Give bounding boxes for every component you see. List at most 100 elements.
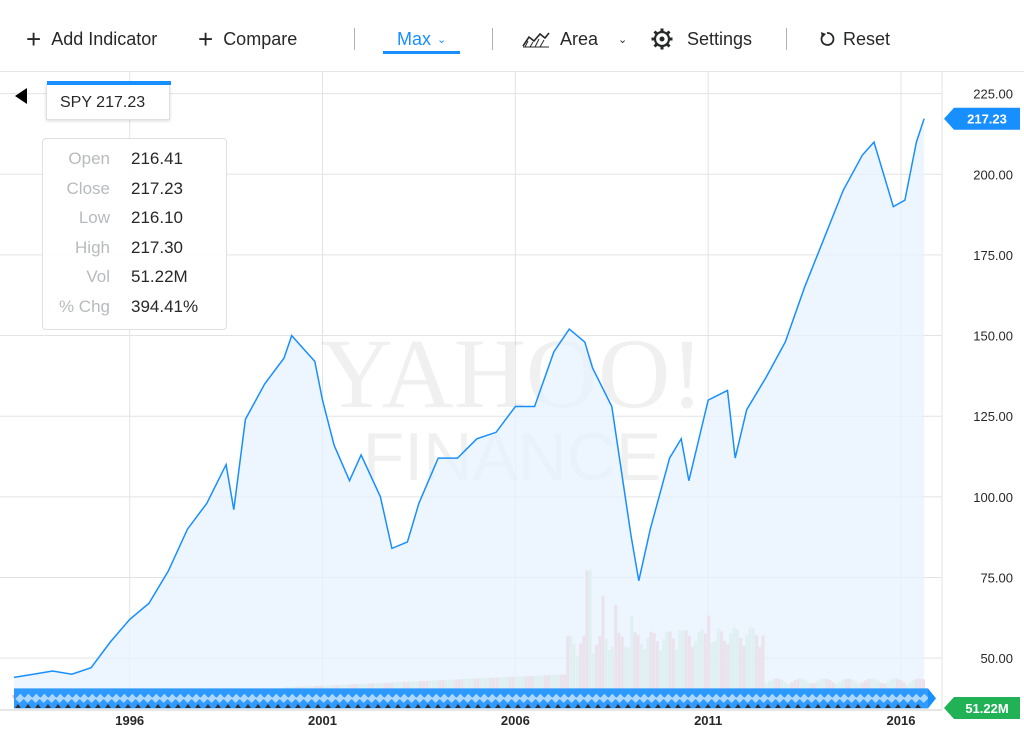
y-tick-label: 125.00 xyxy=(973,409,1013,424)
navigator-tick xyxy=(671,693,681,703)
navigator-marker xyxy=(35,704,41,708)
x-axis: 1996 2001 2006 2011 2016 xyxy=(0,709,942,728)
ohlc-row: Open 216.41 xyxy=(43,149,228,175)
navigator-tick xyxy=(287,693,297,703)
x-tick-label: 2006 xyxy=(501,713,530,728)
navigator-tick xyxy=(431,693,441,703)
navigator-tick xyxy=(751,693,761,703)
navigator-marker xyxy=(815,704,821,708)
navigator-tick xyxy=(815,693,825,703)
navigator-tick xyxy=(727,693,737,703)
navigator-tick xyxy=(79,693,89,703)
navigator-marker xyxy=(315,704,321,708)
navigator-marker xyxy=(135,704,141,708)
navigator-tick xyxy=(39,693,49,703)
navigator-marker xyxy=(435,704,441,708)
ohlc-row: High 217.30 xyxy=(43,238,228,264)
navigator-marker xyxy=(205,704,211,708)
navigator-tick xyxy=(239,693,249,703)
navigator-tick xyxy=(103,693,113,703)
range-selected-underline xyxy=(383,51,460,54)
chevron-down-icon: ⌄ xyxy=(437,33,447,46)
navigator-tick xyxy=(583,693,593,703)
navigator-tick xyxy=(599,693,609,703)
navigator-end-cap xyxy=(928,688,936,709)
navigator-marker xyxy=(675,704,681,708)
navigator-tick xyxy=(359,693,369,703)
ohlc-value: 51.22M xyxy=(131,267,188,286)
navigator-tick xyxy=(255,693,265,703)
compare-button[interactable]: + Compare xyxy=(198,24,298,54)
range-navigator-strip[interactable] xyxy=(14,688,936,709)
navigator-tick xyxy=(783,693,793,703)
add-indicator-button[interactable]: + Add Indicator xyxy=(26,24,158,54)
navigator-tick xyxy=(903,693,913,703)
navigator-tick xyxy=(31,693,41,703)
navigator-marker xyxy=(585,704,591,708)
navigator-tick xyxy=(415,693,425,703)
ohlc-value: 216.10 xyxy=(131,208,183,227)
navigator-tick xyxy=(23,693,33,703)
navigator-marker xyxy=(685,704,691,708)
navigator-tick xyxy=(295,693,305,703)
navigator-tick xyxy=(71,693,81,703)
navigator-tick xyxy=(87,693,97,703)
navigator-tick xyxy=(319,693,329,703)
last-price-tag-label: 217.23 xyxy=(967,112,1007,127)
navigator-tick xyxy=(119,693,129,703)
navigator-marker xyxy=(85,704,91,708)
navigator-marker xyxy=(65,704,71,708)
price-chart[interactable]: YAHOO! FINANCE 50.0075.00100.00125.00150… xyxy=(0,72,1024,731)
navigator-marker xyxy=(565,704,571,708)
navigator-marker xyxy=(395,704,401,708)
navigator-tick xyxy=(367,693,377,703)
ohlc-value: 217.23 xyxy=(131,178,183,198)
ohlc-row: Vol 51.22M xyxy=(43,267,228,293)
navigator-marker xyxy=(785,704,791,708)
navigator-tick xyxy=(735,693,745,703)
navigator-tick xyxy=(655,693,665,703)
navigator-marker xyxy=(345,704,351,708)
ohlc-tooltip: Open 216.41 Close 217.23 Low 216.10 High 217.30… xyxy=(42,138,227,330)
chart-type-dropdown[interactable]: Area ⌄ xyxy=(522,26,627,52)
navigator-tick xyxy=(759,693,769,703)
navigator-tick xyxy=(767,693,777,703)
crosshair-marker xyxy=(15,88,27,104)
navigator-marker xyxy=(765,704,771,708)
navigator-marker xyxy=(525,704,531,708)
navigator-tick xyxy=(495,693,505,703)
navigator-tick xyxy=(503,693,513,703)
navigator-tick xyxy=(439,693,449,703)
navigator-tick xyxy=(279,693,289,703)
settings-button[interactable]: Settings xyxy=(651,26,752,52)
volume-tag-shape xyxy=(944,697,1020,719)
navigator-marker xyxy=(695,704,701,708)
navigator-marker xyxy=(905,704,911,708)
navigator-marker xyxy=(105,704,111,708)
navigator-tick xyxy=(351,693,361,703)
navigator-marker xyxy=(245,704,251,708)
y-tick-label: 175.00 xyxy=(973,248,1013,263)
navigator-tick xyxy=(591,693,601,703)
navigator-marker xyxy=(385,704,391,708)
navigator-tick xyxy=(391,693,401,703)
reset-button[interactable]: Reset xyxy=(819,26,890,52)
navigator-marker xyxy=(855,704,861,708)
navigator-tick xyxy=(47,693,57,703)
navigator-marker xyxy=(825,704,831,708)
navigator-marker xyxy=(325,704,331,708)
navigator-marker xyxy=(665,704,671,708)
symbol-label-box[interactable]: SPY 217.23 xyxy=(46,81,171,120)
navigator-marker xyxy=(715,704,721,708)
navigator-tick xyxy=(775,693,785,703)
navigator-marker xyxy=(625,704,631,708)
range-dropdown[interactable]: Max ⌄ xyxy=(397,28,447,49)
navigator-marker xyxy=(255,704,261,708)
navigator-tick xyxy=(343,693,353,703)
navigator-marker xyxy=(595,704,601,708)
navigator-tick xyxy=(215,693,225,703)
navigator-marker xyxy=(415,704,421,708)
ohlc-row: Low 216.10 xyxy=(43,208,228,234)
navigator-tick xyxy=(527,693,537,703)
navigator-marker xyxy=(735,704,741,708)
